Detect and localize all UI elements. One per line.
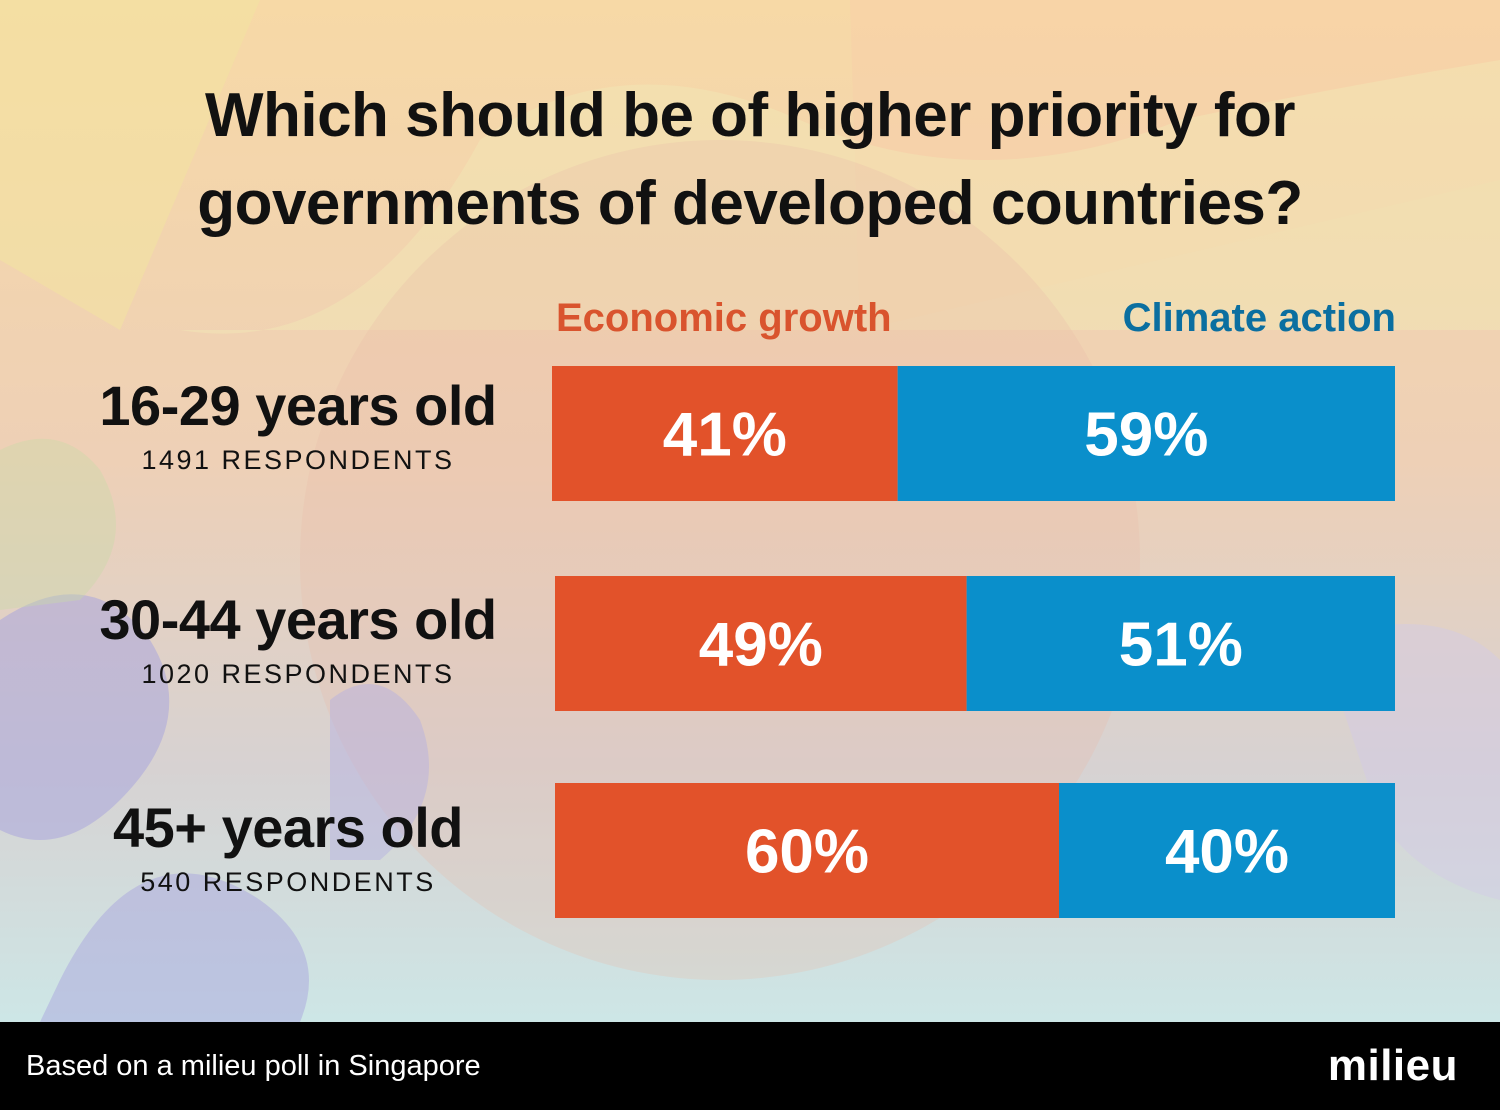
chart-title: Which should be of higher priority for go… (197, 81, 1303, 238)
milieu-logo: milieu (1327, 1041, 1458, 1090)
bar-economic-3 (555, 783, 1059, 918)
stacked-bar-chart: 41% 59% 49% 51% 60% 40% (552, 366, 1395, 918)
bar-economic-2 (555, 576, 967, 711)
data-label-climate-2: 51% (1119, 611, 1243, 680)
row-label-30-44: 30-44 years old 1020 RESPONDENTS (48, 588, 548, 692)
bar-climate-2 (966, 576, 1395, 711)
bar-climate-3 (1059, 783, 1395, 918)
footer-bar: Based on a milieu poll in Singapore mili… (0, 1022, 1500, 1110)
data-label-climate-1: 59% (1084, 401, 1208, 470)
row-label-16-29: 16-29 years old 1491 RESPONDENTS (48, 374, 548, 478)
source-note: Based on a milieu poll in Singapore (26, 1050, 481, 1082)
age-group-label: 16-29 years old (99, 374, 497, 437)
bar-climate-1 (897, 366, 1395, 501)
age-group-label: 30-44 years old (99, 588, 497, 651)
data-label-economic-3: 60% (745, 818, 869, 887)
background-decoration (0, 0, 1500, 1022)
respondents-count: 540 RESPONDENTS (140, 867, 436, 897)
data-label-economic-2: 49% (699, 611, 823, 680)
legend-economic-growth: Economic growth (556, 296, 892, 340)
respondents-count: 1020 RESPONDENTS (141, 659, 455, 689)
age-group-label: 45+ years old (113, 796, 463, 859)
bar-economic-1 (552, 366, 898, 501)
legend-climate-action: Climate action (1122, 296, 1396, 340)
respondents-count: 1491 RESPONDENTS (141, 445, 455, 475)
data-label-climate-3: 40% (1165, 818, 1289, 887)
row-label-45-plus: 45+ years old 540 RESPONDENTS (38, 796, 538, 900)
data-label-economic-1: 41% (663, 401, 787, 470)
